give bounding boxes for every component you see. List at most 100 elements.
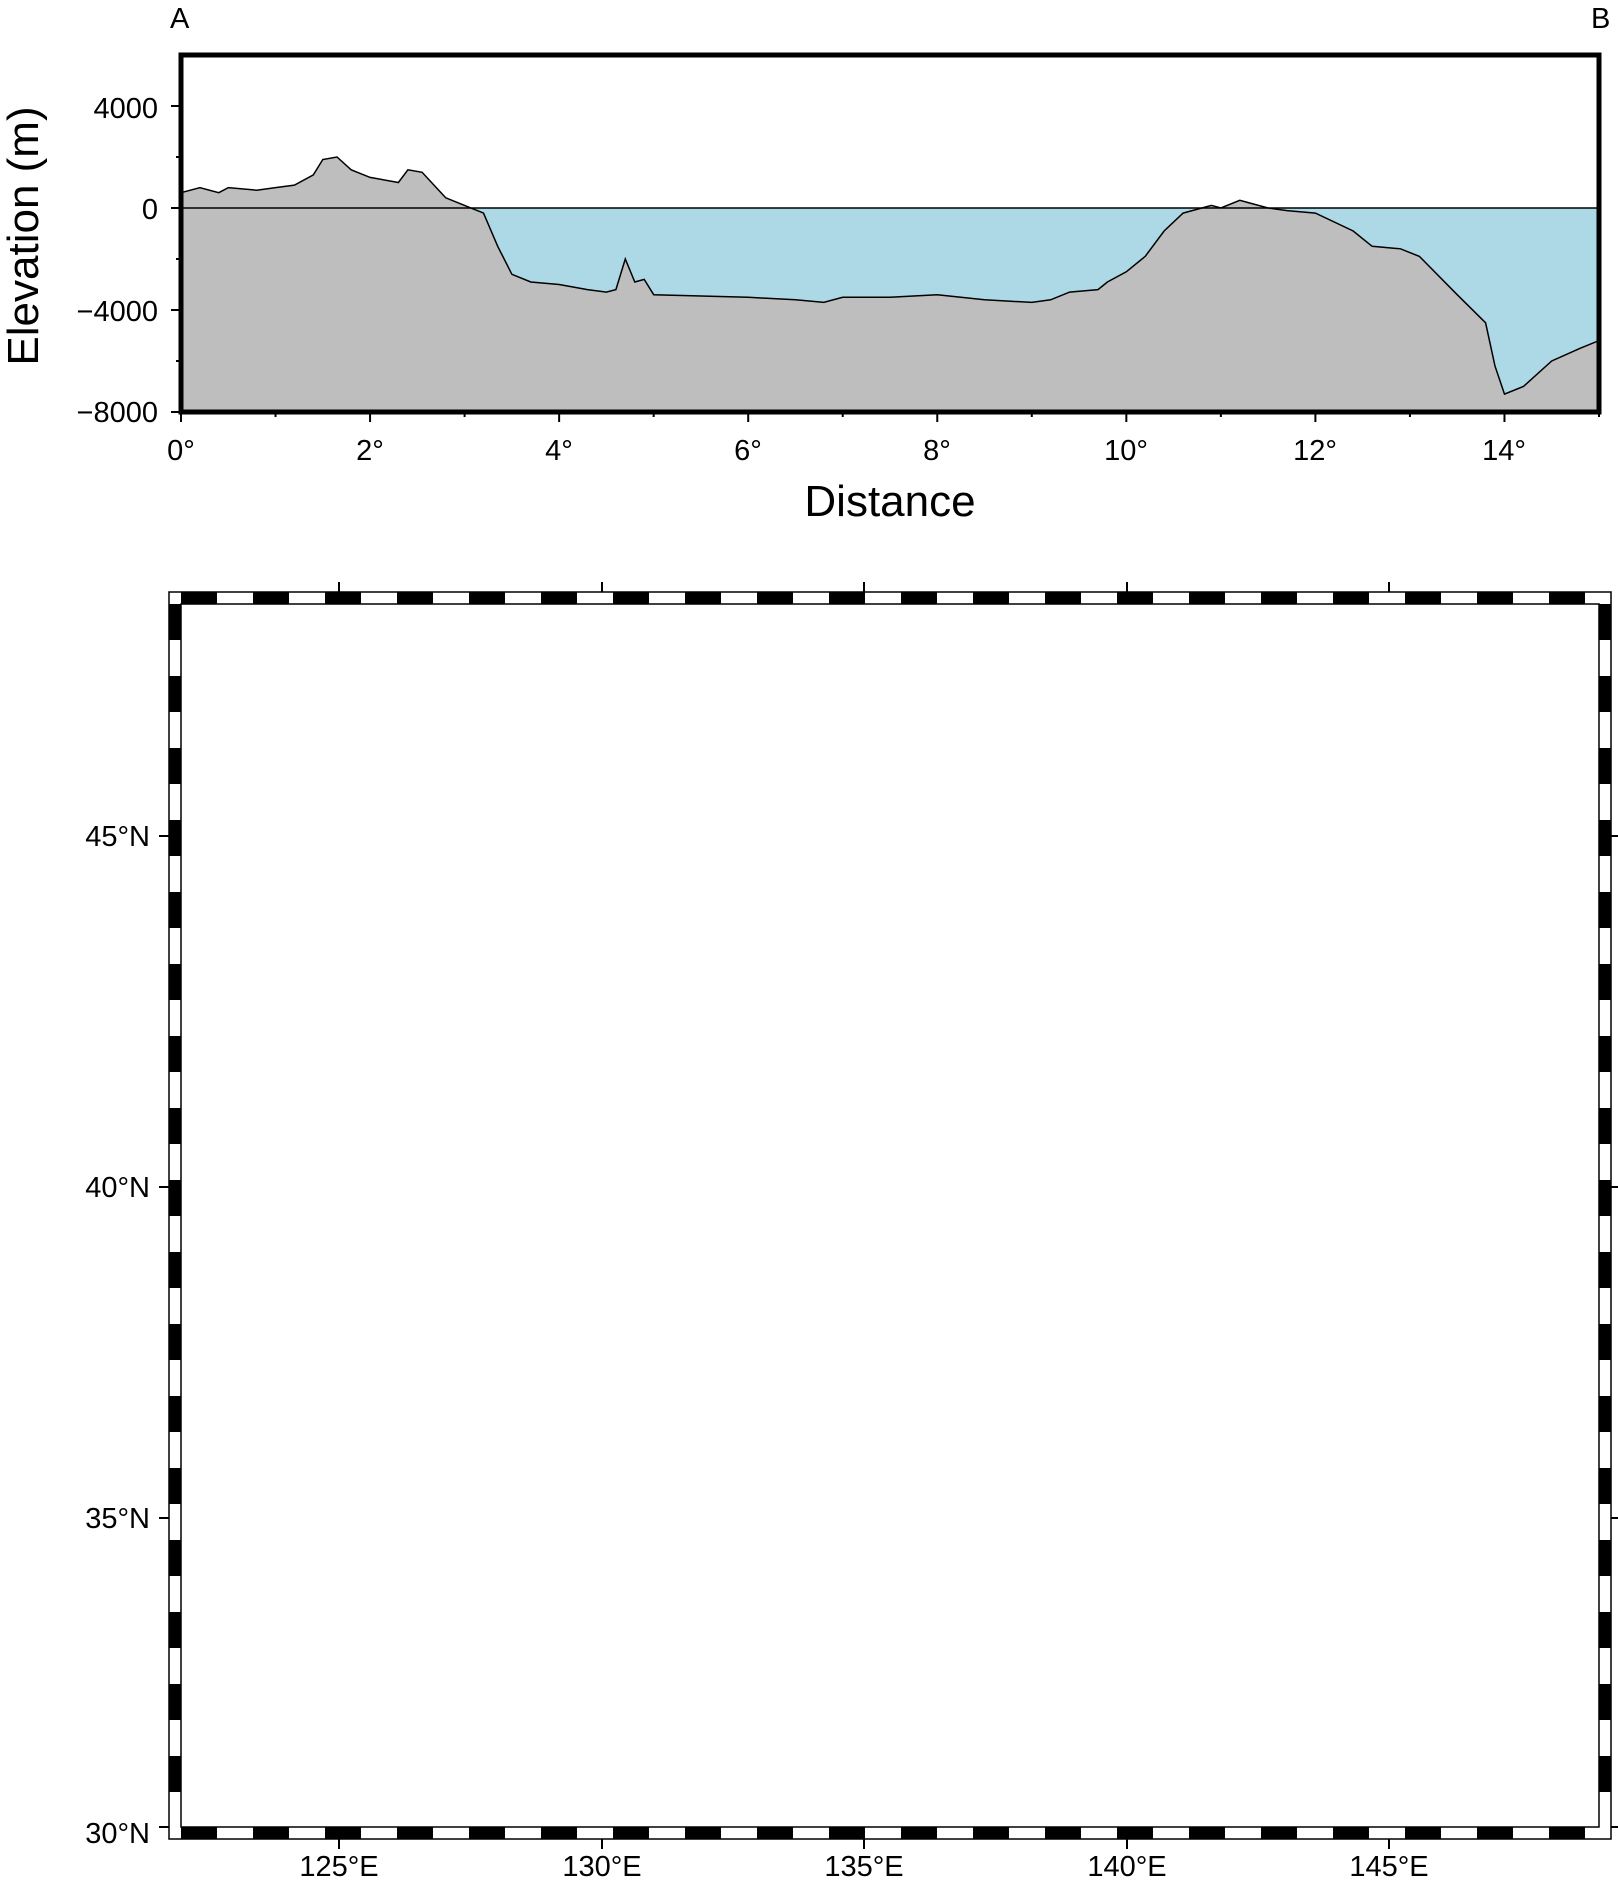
frame-segment: [901, 1827, 937, 1839]
frame-segment: [469, 592, 505, 604]
frame-segment: [1599, 676, 1611, 712]
frame-segment: [1045, 592, 1081, 604]
frame-segment: [169, 676, 181, 712]
frame-segment: [169, 964, 181, 1000]
map-inner-border: [180, 603, 1600, 1828]
x-tick-label-2: 2°: [356, 435, 384, 467]
frame-segment: [973, 592, 1009, 604]
lon-tick-label-135: 135°E: [824, 1851, 903, 1883]
map-panel: A B 125°E 130°E 135°E 140°E 145°E 45°N 4…: [85, 582, 1618, 1883]
frame-segment: [397, 592, 433, 604]
frame-segment: [253, 592, 289, 604]
frame-segment: [169, 820, 181, 856]
frame-segment: [169, 1108, 181, 1144]
x-tick-label-4: 4°: [545, 435, 573, 467]
lon-tick-label-145: 145°E: [1349, 1851, 1428, 1883]
frame-segment: [1549, 1827, 1585, 1839]
frame-segment: [169, 1540, 181, 1576]
x-tick-label-14: 14°: [1482, 435, 1526, 467]
frame-segment: [169, 604, 181, 640]
frame-segment: [1405, 592, 1441, 604]
frame-segment: [541, 592, 577, 604]
profile-ticks: [171, 105, 1600, 422]
frame-segment: [1333, 1827, 1369, 1839]
frame-segment: [1599, 1468, 1611, 1504]
lon-tick-label-140: 140°E: [1087, 1851, 1166, 1883]
frame-segment: [1599, 892, 1611, 928]
frame-segment: [1261, 592, 1297, 604]
x-tick-label-0: 0°: [167, 435, 195, 467]
profile-frame: [178, 52, 1602, 415]
frame-segment: [169, 892, 181, 928]
x-axis-title: Distance: [804, 477, 975, 526]
frame-segment: [169, 1468, 181, 1504]
frame-segment: [1333, 592, 1369, 604]
frame-segment: [757, 592, 793, 604]
frame-segment: [1549, 592, 1585, 604]
frame-segment: [1599, 1324, 1611, 1360]
frame-segment: [1117, 1827, 1153, 1839]
map-frame: [159, 582, 1618, 1849]
frame-segment: [1599, 1684, 1611, 1720]
frame-segment: [1599, 1252, 1611, 1288]
frame-segment: [973, 1827, 1009, 1839]
frame-segment: [1599, 1756, 1611, 1792]
frame-segment: [1599, 964, 1611, 1000]
lat-tick-label-30: 30°N: [85, 1818, 150, 1850]
x-tick-label-12: 12°: [1293, 435, 1337, 467]
frame-segment: [1599, 1036, 1611, 1072]
frame-segment: [1599, 820, 1611, 856]
frame-segment: [397, 1827, 433, 1839]
frame-segment: [169, 1324, 181, 1360]
lat-tick-label-40: 40°N: [85, 1172, 150, 1204]
frame-segment: [181, 592, 217, 604]
x-tick-label-10: 10°: [1104, 435, 1148, 467]
profile-start-label: A: [170, 3, 190, 35]
frame-segment: [685, 592, 721, 604]
map-frame-border: [168, 591, 1612, 1840]
frame-segment: [325, 592, 361, 604]
frame-segment: [469, 1827, 505, 1839]
frame-segment: [685, 1827, 721, 1839]
frame-segment: [1189, 1827, 1225, 1839]
y-tick-label-minus-8000: −8000: [77, 397, 158, 429]
frame-segment: [1599, 1180, 1611, 1216]
frame-segment: [757, 1827, 793, 1839]
frame-segment: [829, 1827, 865, 1839]
frame-segment: [1477, 1827, 1513, 1839]
frame-segment: [1045, 1827, 1081, 1839]
profile-end-label: B: [1591, 3, 1610, 35]
land-area: [180, 156, 1600, 413]
frame-segment: [325, 1827, 361, 1839]
frame-segment: [901, 592, 937, 604]
profile-panel: A B 4000 0 −4000 −8000 0° 2° 4° 6° 8° 10…: [0, 3, 1610, 526]
frame-segment: [181, 1827, 217, 1839]
frame-segment: [1599, 748, 1611, 784]
frame-segment: [169, 1036, 181, 1072]
lon-tick-label-125: 125°E: [299, 1851, 378, 1883]
frame-segment: [1405, 1827, 1441, 1839]
frame-segment: [1599, 1612, 1611, 1648]
frame-segment: [1261, 1827, 1297, 1839]
lat-tick-label-45: 45°N: [85, 821, 150, 853]
x-tick-label-8: 8°: [923, 435, 951, 467]
frame-segment: [541, 1827, 577, 1839]
frame-segment: [169, 1684, 181, 1720]
x-tick-label-6: 6°: [734, 435, 762, 467]
frame-segment: [253, 1827, 289, 1839]
frame-segment: [613, 1827, 649, 1839]
frame-segment: [169, 1180, 181, 1216]
y-tick-label-0: 0: [142, 194, 158, 226]
y-axis-title: Elevation (m): [0, 106, 48, 365]
frame-segment: [1599, 604, 1611, 640]
frame-segment: [1117, 592, 1153, 604]
frame-segment: [1599, 1396, 1611, 1432]
frame-segment: [613, 592, 649, 604]
lat-tick-label-35: 35°N: [85, 1503, 150, 1535]
frame-segment: [169, 1756, 181, 1792]
frame-segment: [169, 1612, 181, 1648]
y-tick-label-4000: 4000: [93, 93, 158, 125]
frame-segment: [169, 1396, 181, 1432]
frame-segment: [1189, 592, 1225, 604]
